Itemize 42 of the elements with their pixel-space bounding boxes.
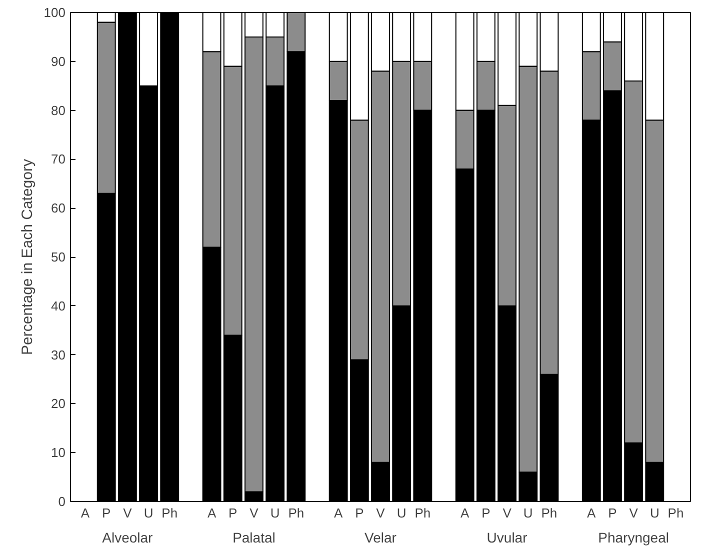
y-tick-label: 40 — [51, 298, 66, 314]
x-tick-label: P — [228, 506, 238, 520]
x-tick-label: A — [207, 506, 216, 520]
x-tick-label: Ph — [668, 506, 684, 520]
y-tick-label: 100 — [44, 5, 66, 20]
x-tick-label: U — [144, 506, 154, 520]
y-tick-label: 10 — [51, 445, 66, 460]
x-tick-label: Ph — [414, 506, 431, 520]
x-tick-label: V — [250, 506, 259, 520]
text: Uvular — [486, 530, 528, 546]
x-tick-label: U — [396, 506, 406, 520]
y-tick-label: 90 — [51, 54, 66, 69]
x-tick-label: V — [123, 506, 132, 520]
x-tick-label: V — [629, 506, 638, 520]
y-tick-label: 60 — [51, 200, 66, 216]
x-tick-label: Ph — [288, 506, 304, 520]
x-tick-label: A — [334, 506, 343, 520]
x-tick-label: A — [80, 506, 90, 520]
y-tick-label: 70 — [51, 152, 66, 167]
x-tick-label: U — [523, 506, 533, 520]
x-tick-label: P — [482, 506, 490, 520]
x-tick-label: Ph — [162, 506, 178, 520]
x-tick-label: Ph — [541, 506, 558, 520]
y-tick-label: 80 — [51, 102, 66, 118]
text: Velar — [364, 530, 397, 546]
text: Palatal — [232, 530, 276, 546]
text: Alveolar — [102, 530, 154, 546]
x-tick-label: V — [502, 506, 512, 520]
y-tick-label: 30 — [51, 347, 66, 362]
x-tick-label: A — [460, 506, 470, 520]
x-tick-label: P — [102, 506, 111, 520]
x-tick-label: U — [270, 506, 280, 520]
y-tick-label: 20 — [51, 396, 66, 412]
y-tick-label: 50 — [51, 250, 66, 264]
x-tick-label: U — [650, 506, 660, 520]
x-tick-label: A — [587, 506, 596, 520]
x-tick-label: V — [376, 506, 386, 520]
text: Pharyngeal — [598, 530, 669, 546]
y-axis-title: Percentage in Each Category — [18, 158, 36, 355]
y-tick-label: 0 — [58, 494, 66, 509]
x-tick-label: P — [608, 506, 617, 520]
x-tick-label: P — [355, 506, 364, 520]
